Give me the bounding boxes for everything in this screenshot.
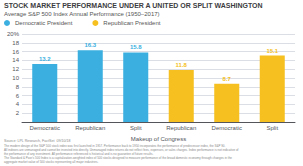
svg-text:Democratic: Democratic (30, 125, 60, 131)
svg-text:Split: Split (266, 125, 278, 131)
svg-text:13.2: 13.2 (39, 56, 51, 62)
svg-text:16: 16 (12, 49, 19, 55)
svg-text:Makeup of Congress: Makeup of Congress (131, 136, 186, 142)
svg-text:Republican: Republican (75, 125, 105, 131)
svg-text:15.1: 15.1 (266, 48, 278, 54)
svg-text:11.8: 11.8 (176, 62, 188, 68)
svg-text:10: 10 (12, 75, 19, 81)
svg-text:8.7: 8.7 (223, 76, 232, 82)
svg-text:the performance of any investm: the performance of any investment. All p… (4, 152, 153, 156)
svg-text:12: 12 (12, 66, 19, 72)
svg-text:Democratic President: Democratic President (15, 20, 73, 26)
svg-text:8: 8 (16, 84, 20, 90)
svg-text:4: 4 (16, 101, 20, 107)
svg-text:15.8: 15.8 (130, 44, 142, 50)
svg-text:Republican: Republican (166, 125, 196, 131)
svg-text:STOCK MARKET PERFORMANCE UNDER: STOCK MARKET PERFORMANCE UNDER A UNITED … (4, 2, 263, 9)
svg-text:20%: 20% (7, 31, 20, 37)
svg-text:6: 6 (16, 93, 20, 99)
svg-text:Split: Split (130, 125, 142, 131)
svg-text:14: 14 (12, 57, 19, 63)
svg-text:Republican President: Republican President (103, 20, 160, 26)
svg-text:16.3: 16.3 (84, 42, 96, 48)
svg-text:2: 2 (16, 110, 20, 116)
svg-text:aggregate market value of 500: aggregate market value of 500 stocks rep… (4, 160, 98, 164)
svg-text:All indexes are unmanaged and: All indexes are unmanaged and cannot be … (4, 147, 239, 151)
svg-text:The Standard & Poor's 500 Inde: The Standard & Poor's 500 Index is a cap… (4, 156, 232, 160)
svg-text:The modern design of the S&P 5: The modern design of the S&P 500 stock i… (4, 143, 226, 147)
svg-text:Average S&P 500 Index Annual P: Average S&P 500 Index Annual Performance… (4, 11, 160, 17)
svg-text:Source: LPL Research, FactSet: Source: LPL Research, FactSet 09/10/18 (4, 139, 70, 143)
svg-text:Democratic: Democratic (212, 125, 242, 131)
svg-text:18: 18 (12, 40, 19, 46)
